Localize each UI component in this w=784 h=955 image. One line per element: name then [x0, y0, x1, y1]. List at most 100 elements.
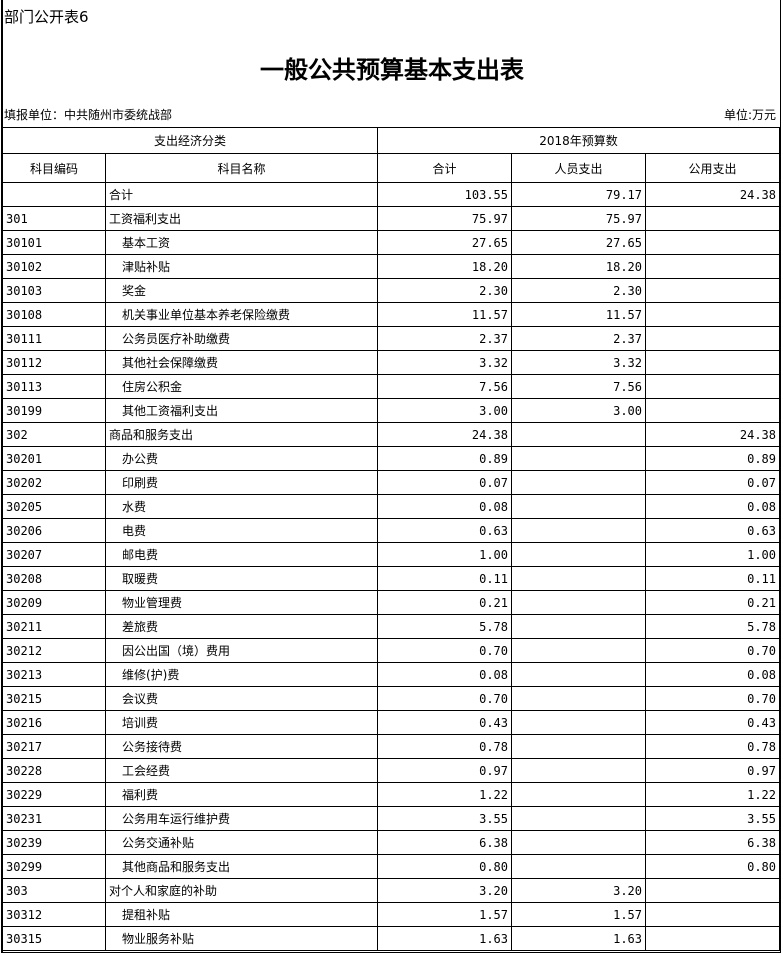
header-personnel: 人员支出 [511, 153, 646, 183]
cell-total: 1.00 [377, 542, 512, 567]
cell-personnel: 2.37 [511, 326, 646, 351]
cell-code: 30312 [2, 902, 106, 927]
reporting-unit: 填报单位：中共随州市委统战部 [4, 108, 173, 122]
cell-personnel: 27.65 [511, 230, 646, 255]
cell-total: 11.57 [377, 302, 512, 327]
table-row: 30299 其他商品和服务支出 0.80 0.80 [2, 854, 780, 879]
cell-total: 1.63 [377, 926, 512, 951]
cell-total: 0.89 [377, 446, 512, 471]
cell-personnel [511, 782, 646, 807]
cell-name: 对个人和家庭的补助 [105, 878, 378, 903]
cell-total: 0.21 [377, 590, 512, 615]
cell-code: 302 [2, 422, 106, 447]
cell-name: 邮电费 [105, 542, 378, 567]
cell-personnel: 3.00 [511, 398, 646, 423]
cell-code: 30199 [2, 398, 106, 423]
cell-public: 0.21 [645, 590, 780, 615]
cell-public: 0.97 [645, 758, 780, 783]
cell-name: 合计 [105, 182, 378, 207]
cell-total: 103.55 [377, 182, 512, 207]
header-row-columns: 科目编码 科目名称 合计 人员支出 公用支出 [2, 153, 780, 183]
cell-total: 27.65 [377, 230, 512, 255]
cell-total: 0.08 [377, 662, 512, 687]
cell-code: 30201 [2, 446, 106, 471]
cell-personnel [511, 494, 646, 519]
cell-public [645, 350, 780, 375]
cell-code: 30217 [2, 734, 106, 759]
cell-total: 0.11 [377, 566, 512, 591]
cell-code: 303 [2, 878, 106, 903]
budget-table: 支出经济分类 2018年预算数 科目编码 科目名称 合计 人员支出 公用支出 合… [2, 127, 780, 951]
cell-total: 24.38 [377, 422, 512, 447]
cell-public: 0.11 [645, 566, 780, 591]
table-row: 30199 其他工资福利支出 3.00 3.00 [2, 398, 780, 423]
table-row: 30229 福利费 1.22 1.22 [2, 782, 780, 807]
cell-name: 住房公积金 [105, 374, 378, 399]
cell-personnel [511, 710, 646, 735]
table-row: 30312 提租补贴 1.57 1.57 [2, 902, 780, 927]
cell-code: 30111 [2, 326, 106, 351]
table-row: 30101 基本工资 27.65 27.65 [2, 230, 780, 255]
cell-total: 0.70 [377, 638, 512, 663]
table-row: 30315 物业服务补贴 1.63 1.63 [2, 926, 780, 951]
cell-code: 30207 [2, 542, 106, 567]
header-budget-2018: 2018年预算数 [377, 127, 780, 154]
cell-personnel [511, 830, 646, 855]
table-row: 30213 维修(护)费 0.08 0.08 [2, 662, 780, 687]
cell-public: 0.43 [645, 710, 780, 735]
cell-total: 5.78 [377, 614, 512, 639]
cell-code: 30112 [2, 350, 106, 375]
table-row: 30205 水费 0.08 0.08 [2, 494, 780, 519]
cell-personnel [511, 542, 646, 567]
table-row: 30108 机关事业单位基本养老保险缴费 11.57 11.57 [2, 302, 780, 327]
cell-public: 0.08 [645, 494, 780, 519]
cell-name: 公务员医疗补助缴费 [105, 326, 378, 351]
currency-unit: 单位:万元 [723, 108, 776, 122]
table-row: 30217 公务接待费 0.78 0.78 [2, 734, 780, 759]
cell-total: 75.97 [377, 206, 512, 231]
cell-personnel: 3.20 [511, 878, 646, 903]
cell-code [2, 182, 106, 207]
cell-total: 1.57 [377, 902, 512, 927]
cell-name: 提租补贴 [105, 902, 378, 927]
cell-code: 30215 [2, 686, 106, 711]
cell-code: 30208 [2, 566, 106, 591]
table-row: 30111 公务员医疗补助缴费 2.37 2.37 [2, 326, 780, 351]
cell-total: 2.30 [377, 278, 512, 303]
cell-total: 0.07 [377, 470, 512, 495]
cell-code: 30229 [2, 782, 106, 807]
cell-name: 公务用车运行维护费 [105, 806, 378, 831]
cell-personnel: 18.20 [511, 254, 646, 279]
header-public: 公用支出 [645, 153, 780, 183]
cell-name: 因公出国（境）费用 [105, 638, 378, 663]
cell-public [645, 398, 780, 423]
cell-name: 物业服务补贴 [105, 926, 378, 951]
cell-code: 30211 [2, 614, 106, 639]
table-row: 30201 办公费 0.89 0.89 [2, 446, 780, 471]
header-economic-classification: 支出经济分类 [2, 127, 378, 154]
header-total: 合计 [377, 153, 512, 183]
table-row: 30239 公务交通补贴 6.38 6.38 [2, 830, 780, 855]
cell-public: 5.78 [645, 614, 780, 639]
cell-personnel [511, 662, 646, 687]
cell-personnel: 1.57 [511, 902, 646, 927]
header-row-group: 支出经济分类 2018年预算数 [2, 127, 780, 154]
table-row: 303 对个人和家庭的补助 3.20 3.20 [2, 878, 780, 903]
cell-total: 0.63 [377, 518, 512, 543]
cell-personnel [511, 854, 646, 879]
cell-name: 奖金 [105, 278, 378, 303]
cell-total: 0.70 [377, 686, 512, 711]
cell-total: 1.22 [377, 782, 512, 807]
table-row: 30228 工会经费 0.97 0.97 [2, 758, 780, 783]
cell-name: 其他工资福利支出 [105, 398, 378, 423]
cell-total: 18.20 [377, 254, 512, 279]
header-name: 科目名称 [105, 153, 378, 183]
cell-total: 3.00 [377, 398, 512, 423]
cell-code: 30228 [2, 758, 106, 783]
cell-total: 0.97 [377, 758, 512, 783]
cell-personnel: 79.17 [511, 182, 646, 207]
cell-public: 0.70 [645, 638, 780, 663]
cell-personnel: 1.63 [511, 926, 646, 951]
cell-name: 其他商品和服务支出 [105, 854, 378, 879]
cell-code: 30202 [2, 470, 106, 495]
